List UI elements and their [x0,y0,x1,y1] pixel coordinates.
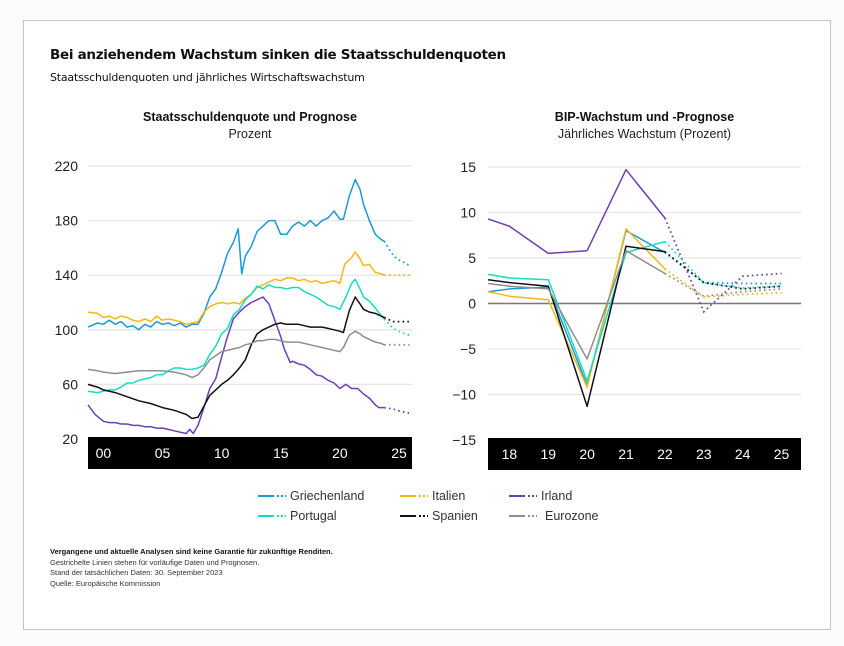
legend-solid-swatch [400,495,416,497]
legend-item-irland: Irland [509,489,572,503]
footnote-source: Quelle: Europäische Kommission [50,578,161,588]
y-tick-label: 60 [62,376,78,392]
y-tick-label: 180 [55,213,79,229]
y-tick-label: 10 [460,205,476,221]
forecast-line-portugal [383,318,410,337]
x-tick-label: 22 [657,446,673,462]
legend-solid-swatch [509,515,525,517]
y-tick-label: 100 [55,322,79,338]
forecast-line-spanien [664,250,782,290]
x-axis-band [88,437,412,469]
series-line-eurozone [87,330,385,379]
forecast-line-griechenland [664,251,782,285]
legend-solid-swatch [258,515,274,517]
x-axis-band [488,438,801,470]
legend-solid-swatch [258,495,274,497]
x-tick-label: 00 [96,445,112,461]
series-line-italien [487,228,666,388]
y-tick-label: −5 [460,341,476,357]
left-chart-subtitle: Prozent [228,127,272,141]
forecast-line-eurozone [664,272,782,298]
series-line-griechenland [487,229,666,387]
legend-label: Eurozone [545,509,599,523]
legend-label: Spanien [432,509,478,523]
legend-item-portugal: Portugal [258,509,337,523]
legend-dotted-swatch [528,515,537,517]
x-tick-label: 19 [540,446,556,462]
figure-title: Bei anziehendem Wachstum sinken die Staa… [50,47,506,63]
x-tick-label: 15 [273,445,289,461]
legend-item-italien: Italien [400,489,465,503]
x-tick-label: 25 [774,446,790,462]
legend-label: Italien [432,489,466,503]
legend-label: Griechenland [290,489,365,503]
figure-subtitle: Staatsschuldenquoten und jährliches Wirt… [50,71,365,84]
y-tick-label: −10 [452,387,476,403]
y-tick-label: −15 [452,432,476,448]
x-tick-label: 24 [735,446,751,462]
debt-chart: 220 180 140 100 60 20 00 05 10 15 20 25 [55,158,412,469]
forecast-line-portugal [664,240,782,289]
footnotes: Vergangene und aktuelle Analysen sind ke… [50,547,333,589]
right-chart-subtitle: Jährliches Wachstum (Prozent) [557,127,732,141]
disclaimer: Vergangene und aktuelle Analysen sind ke… [50,547,333,556]
series-line-italien [87,251,385,326]
x-tick-label: 21 [618,446,634,462]
x-tick-label: 05 [155,445,171,461]
legend-dotted-swatch [277,495,286,497]
legend-item-eurozone: Eurozone [509,509,599,523]
legend-item-griechenland: Griechenland [258,489,364,503]
forecast-line-griechenland [383,240,411,267]
chart-frame [23,20,831,630]
forecast-line-irland [384,406,410,414]
forecast-line-irland [664,217,782,314]
x-tick-label: 25 [391,445,407,461]
legend-solid-swatch [400,515,416,517]
footnote-data-date: Stand der tatsächlichen Daten: 30. Septe… [50,568,223,577]
series-line-spanien [487,245,666,408]
right-chart-title: BIP-Wachstum und -Prognose [554,110,735,124]
series-line-portugal [87,278,385,394]
y-tick-label: 140 [55,267,79,283]
legend-dotted-swatch [277,515,286,517]
y-tick-label: 0 [468,296,476,312]
legend-item-spanien: Spanien [400,509,478,523]
x-tick-label: 10 [214,445,230,461]
x-tick-label: 18 [502,446,518,462]
x-tick-label: 20 [332,445,348,461]
legend-dotted-swatch [419,495,428,497]
y-tick-label: 20 [62,431,78,447]
footnote-dashed-lines: Gestrichelte Linien stehen für vorläufig… [50,557,260,567]
x-tick-label: 23 [696,446,712,462]
series-line-spanien [87,296,385,420]
series-line-irland [487,168,666,255]
legend-dotted-swatch [419,515,428,517]
series-line-eurozone [487,249,666,360]
x-tick-label: 20 [579,446,595,462]
forecast-line-italien [664,268,782,299]
left-chart-title: Staatsschuldenquote und Prognose [143,110,357,124]
gdp-chart: 15 10 5 0 −5 −10 −15 18 19 20 21 22 23 24 25 [452,159,801,470]
forecast-line-spanien [383,316,410,323]
legend-label: Irland [541,489,573,503]
legend-solid-swatch [509,495,525,497]
y-tick-label: 220 [55,158,79,174]
series-line-portugal [487,240,666,382]
legend-label: Portugal [290,509,337,523]
series-line-irland [87,296,385,435]
series-line-griechenland [87,178,385,331]
legend-dotted-swatch [528,495,537,497]
y-tick-label: 15 [460,159,476,175]
y-tick-label: 5 [468,250,476,266]
